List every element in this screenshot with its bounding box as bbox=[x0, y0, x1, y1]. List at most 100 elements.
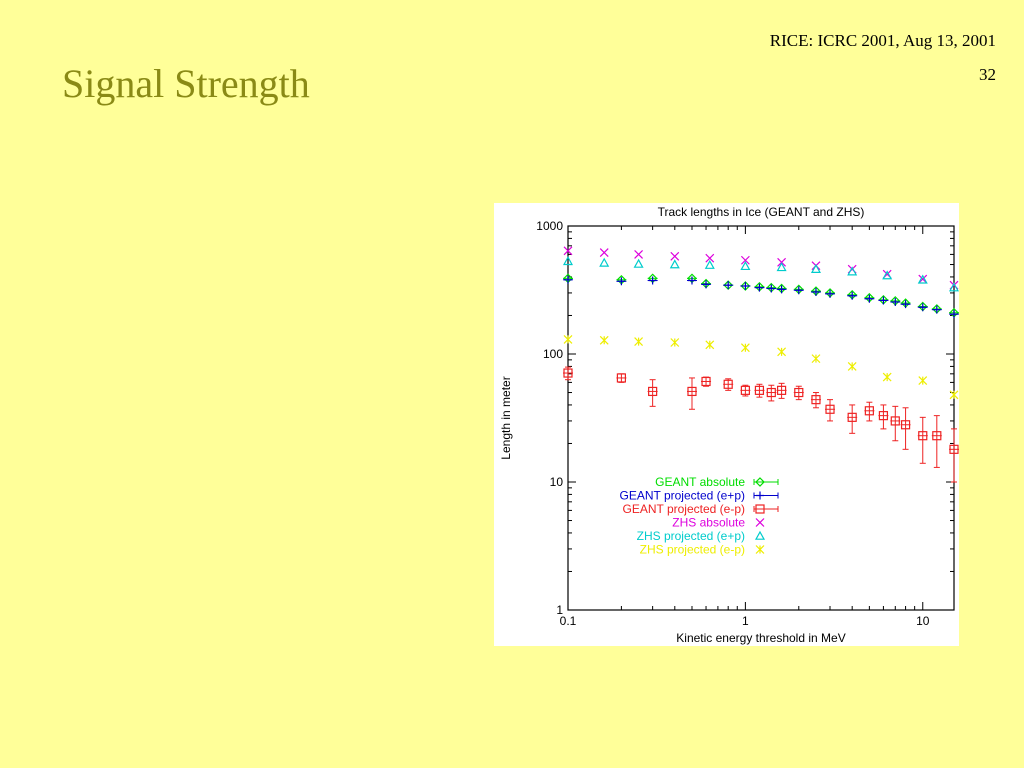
data-point bbox=[847, 361, 857, 371]
legend-label: ZHS absolute bbox=[672, 516, 745, 530]
data-point bbox=[766, 387, 776, 398]
data-point bbox=[882, 270, 893, 280]
data-point bbox=[811, 354, 821, 364]
data-point bbox=[599, 335, 609, 345]
data-point bbox=[825, 404, 835, 414]
data-point bbox=[847, 266, 858, 276]
data-point bbox=[767, 284, 776, 293]
data-point bbox=[669, 259, 680, 269]
y-axis-label: Length in meter bbox=[499, 376, 513, 459]
data-point bbox=[900, 420, 911, 430]
data-point bbox=[878, 411, 889, 421]
data-point bbox=[599, 257, 610, 267]
data-point bbox=[949, 390, 959, 400]
legend-label: ZHS projected (e-p) bbox=[640, 543, 745, 557]
data-point bbox=[948, 282, 959, 292]
data-point bbox=[864, 406, 874, 416]
data-point bbox=[563, 368, 573, 378]
data-point bbox=[755, 283, 764, 292]
conference-header: RICE: ICRC 2001, Aug 13, 2001 bbox=[769, 31, 996, 50]
legend-label: GEANT absolute bbox=[655, 475, 745, 489]
plot-frame bbox=[567, 225, 955, 611]
data-point bbox=[794, 387, 804, 398]
data-point bbox=[634, 337, 644, 347]
legend-label: GEANT projected (e+p) bbox=[619, 489, 745, 503]
data-point bbox=[723, 379, 733, 389]
chart-title: Track lengths in Ice (GEANT and ZHS) bbox=[658, 205, 865, 219]
y-tick-label: 10 bbox=[550, 475, 564, 489]
data-point bbox=[891, 297, 900, 306]
series-3 bbox=[563, 366, 959, 483]
data-point bbox=[740, 260, 751, 271]
data-point bbox=[918, 431, 928, 441]
data-point bbox=[564, 275, 572, 284]
header-meta: RICE: ICRC 2001, Aug 13, 2001 32 bbox=[770, 24, 996, 92]
data-point bbox=[879, 296, 888, 305]
data-point bbox=[563, 334, 573, 344]
data-point bbox=[950, 310, 958, 319]
data-point bbox=[617, 277, 626, 286]
data-point bbox=[687, 386, 697, 397]
series-2 bbox=[563, 275, 959, 319]
page-number: 32 bbox=[979, 65, 996, 84]
legend-label: ZHS projected (e+p) bbox=[637, 529, 745, 543]
data-point bbox=[918, 376, 928, 385]
data-point bbox=[865, 294, 874, 303]
series-layer bbox=[562, 246, 959, 483]
data-point bbox=[670, 338, 680, 347]
x-tick-label: 0.1 bbox=[560, 614, 577, 628]
x-tick-label: 10 bbox=[916, 614, 930, 628]
chart-panel: Track lengths in Ice (GEANT and ZHS) Kin… bbox=[494, 203, 959, 646]
data-point bbox=[616, 373, 626, 383]
legend-marker bbox=[754, 530, 766, 540]
data-point bbox=[648, 276, 657, 285]
legend-marker bbox=[755, 545, 765, 554]
data-point bbox=[687, 276, 696, 285]
data-point bbox=[670, 251, 680, 261]
data-point bbox=[702, 280, 711, 289]
data-point bbox=[847, 412, 857, 422]
data-point bbox=[811, 288, 820, 297]
data-point bbox=[705, 253, 715, 263]
data-point bbox=[918, 303, 927, 312]
data-point bbox=[741, 281, 750, 290]
y-tick-label: 100 bbox=[543, 347, 563, 361]
legend-marker bbox=[755, 518, 765, 527]
data-point bbox=[740, 255, 750, 265]
data-point bbox=[740, 343, 750, 353]
data-point bbox=[890, 416, 900, 426]
legend-marker bbox=[755, 477, 765, 487]
data-point bbox=[599, 248, 609, 257]
data-point bbox=[777, 347, 787, 357]
slide-title: Signal Strength bbox=[62, 61, 310, 106]
data-point bbox=[563, 246, 573, 256]
data-point bbox=[633, 258, 644, 268]
legend-label: GEANT projected (e-p) bbox=[623, 502, 746, 516]
track-length-chart: Track lengths in Ice (GEANT and ZHS) Kin… bbox=[499, 205, 959, 645]
data-point bbox=[949, 444, 959, 454]
data-point bbox=[724, 281, 733, 290]
data-point bbox=[794, 286, 803, 295]
x-tick-label: 1 bbox=[742, 614, 749, 628]
data-point bbox=[776, 385, 787, 395]
data-point bbox=[634, 249, 644, 259]
legend-marker bbox=[756, 491, 764, 500]
series-6 bbox=[563, 334, 959, 400]
data-point bbox=[562, 256, 574, 266]
data-point bbox=[848, 291, 857, 300]
data-point bbox=[882, 372, 892, 382]
data-point bbox=[704, 259, 715, 269]
legend-marker bbox=[755, 504, 765, 514]
data-point bbox=[810, 263, 821, 273]
x-axis-label: Kinetic energy threshold in MeV bbox=[676, 631, 845, 645]
data-point bbox=[826, 289, 835, 298]
data-point bbox=[740, 281, 751, 291]
data-point bbox=[776, 262, 787, 272]
data-point bbox=[932, 305, 941, 314]
data-point bbox=[701, 376, 711, 387]
data-point bbox=[901, 300, 910, 309]
data-point bbox=[811, 395, 821, 405]
data-point bbox=[917, 274, 928, 284]
